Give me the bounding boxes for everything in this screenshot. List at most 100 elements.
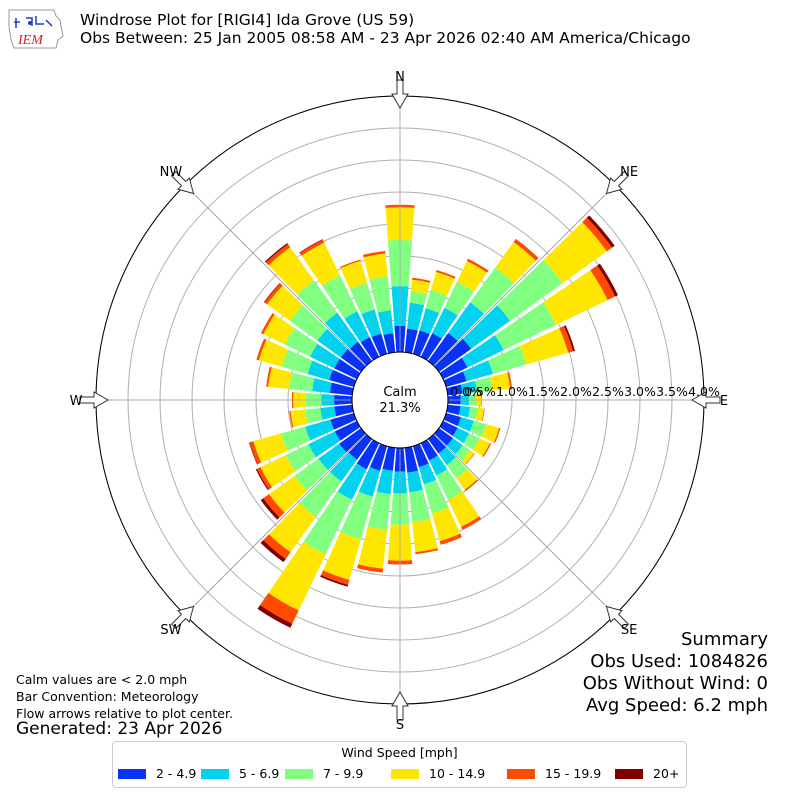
bar-330deg-bin-3 <box>301 242 341 286</box>
bar-250deg-bin-1 <box>305 419 335 441</box>
bar-20deg-bin-4 <box>436 269 456 279</box>
bar-30deg-bin-3 <box>456 261 487 292</box>
bar-20deg-bin-0 <box>412 330 430 357</box>
bar-210deg-bin-1 <box>337 463 367 500</box>
summary-heading: Summary <box>681 629 768 650</box>
chart-subtitle: Obs Between: 25 Jan 2005 08:58 AM - 23 A… <box>80 29 691 47</box>
direction-labels: N NE E SE S SW W NW <box>70 70 729 733</box>
bar-150deg-bin-2 <box>436 469 463 500</box>
bar-60deg-bin-4 <box>590 265 616 301</box>
bar-280deg-bin-0 <box>329 382 354 396</box>
bar-200deg-bin-0 <box>369 443 388 471</box>
bar-220deg-bin-3 <box>269 503 316 553</box>
bar-230deg-bin-0 <box>339 428 366 453</box>
bar-240deg-bin-4 <box>256 467 273 490</box>
bar-260deg-bin-0 <box>334 404 354 417</box>
flow-arrow <box>79 391 110 409</box>
bar-30deg-bin-4 <box>466 258 489 273</box>
legend-swatch <box>201 769 229 779</box>
bar-330deg-bin-4 <box>299 239 325 256</box>
bar-80deg-bin-2 <box>475 377 493 393</box>
bar-330deg-bin-5 <box>299 239 323 254</box>
bar-40deg-bin-0 <box>428 332 458 366</box>
bar-160deg-bin-3 <box>431 507 461 542</box>
bar-80deg-bin-0 <box>446 384 463 396</box>
bar-210deg-bin-2 <box>303 491 352 555</box>
bar-30deg-bin-2 <box>444 281 474 316</box>
bar-350deg-bin-4 <box>363 250 386 258</box>
bar-170deg-bin-1 <box>407 470 423 493</box>
bar-100deg-bin-0 <box>446 404 461 416</box>
bar-140deg-bin-4 <box>464 479 479 491</box>
bar-40deg-bin-2 <box>470 267 514 314</box>
bar-50deg-bin-4 <box>582 217 613 252</box>
direction-label-w: W <box>70 394 83 409</box>
spoke-overlay <box>184 184 367 367</box>
bar-130deg-bin-4 <box>465 453 475 465</box>
bar-200deg-bin-1 <box>358 467 381 497</box>
bar-100deg-bin-3 <box>475 407 485 421</box>
bar-310deg-bin-3 <box>266 285 303 321</box>
bar-200deg-bin-2 <box>340 491 373 540</box>
note-flow-arrows: Flow arrows relative to plot center. <box>16 706 233 721</box>
bar-50deg-bin-3 <box>543 222 607 284</box>
legend-title: Wind Speed [mph] <box>341 745 458 760</box>
bar-260deg-bin-2 <box>305 407 323 424</box>
bar-310deg-bin-5 <box>263 282 281 303</box>
logo-text: IEM <box>17 33 44 48</box>
bar-300deg-bin-0 <box>334 358 361 380</box>
radial-tick-label: 4.0% <box>688 384 720 399</box>
legend-label: 20+ <box>653 766 680 781</box>
bar-60deg-bin-3 <box>543 270 608 325</box>
calm-value: 21.3% <box>379 401 420 416</box>
bar-10deg-bin-2 <box>409 291 428 306</box>
bar-220deg-bin-5 <box>260 540 286 563</box>
bar-330deg-bin-2 <box>322 275 358 319</box>
bar-170deg-bin-3 <box>412 519 438 553</box>
bar-110deg-bin-4 <box>493 427 501 443</box>
bar-160deg-bin-1 <box>418 463 437 485</box>
radial-tick-label: 2.0% <box>560 384 592 399</box>
legend-swatch <box>285 769 313 779</box>
bar-80deg-bin-4 <box>507 372 513 390</box>
bar-310deg-bin-2 <box>289 305 328 341</box>
legend-label: 2 - 4.9 <box>156 766 197 781</box>
direction-label-nw: NW <box>160 165 183 180</box>
flow-arrow <box>170 170 195 195</box>
bar-290deg-bin-1 <box>307 360 333 381</box>
bar-50deg-bin-1 <box>462 305 511 349</box>
bar-350deg-bin-2 <box>369 276 392 313</box>
flow-arrow <box>391 79 409 110</box>
radial-tick-label: 0.5% <box>464 384 496 399</box>
bar-100deg-bin-2 <box>468 406 478 420</box>
bar-200deg-bin-3 <box>323 531 361 580</box>
bar-350deg-bin-3 <box>363 253 388 280</box>
bar-340deg-bin-2 <box>349 282 375 315</box>
bar-170deg-bin-4 <box>415 548 439 555</box>
bar-80deg-bin-1 <box>460 380 478 394</box>
bar-250deg-bin-5 <box>249 442 258 465</box>
bar-190deg-bin-0 <box>382 446 396 471</box>
bar-150deg-bin-4 <box>461 516 482 530</box>
legend-label: 10 - 14.9 <box>429 766 486 781</box>
direction-label-n: N <box>395 70 405 85</box>
bar-330deg-bin-0 <box>360 337 380 361</box>
generated-date: Generated: 23 Apr 2026 <box>16 719 223 739</box>
bar-100deg-bin-4 <box>481 408 485 422</box>
bar-100deg-bin-1 <box>458 406 471 418</box>
bar-210deg-bin-5 <box>257 605 293 628</box>
bar-230deg-bin-2 <box>294 458 329 491</box>
bar-190deg-bin-1 <box>376 468 393 495</box>
direction-label-se: SE <box>621 623 637 638</box>
legend-label: 7 - 9.9 <box>323 766 364 781</box>
bar-330deg-bin-1 <box>344 311 370 343</box>
bar-40deg-bin-4 <box>513 238 539 261</box>
iem-logo: IEM <box>8 9 64 49</box>
direction-label-s: S <box>396 718 404 733</box>
bar-320deg-bin-4 <box>265 244 291 266</box>
bar-310deg-bin-4 <box>264 283 283 305</box>
bar-290deg-bin-4 <box>256 338 267 361</box>
bar-230deg-bin-3 <box>269 475 308 513</box>
bar-300deg-bin-3 <box>263 314 295 345</box>
bar-200deg-bin-5 <box>320 574 349 587</box>
